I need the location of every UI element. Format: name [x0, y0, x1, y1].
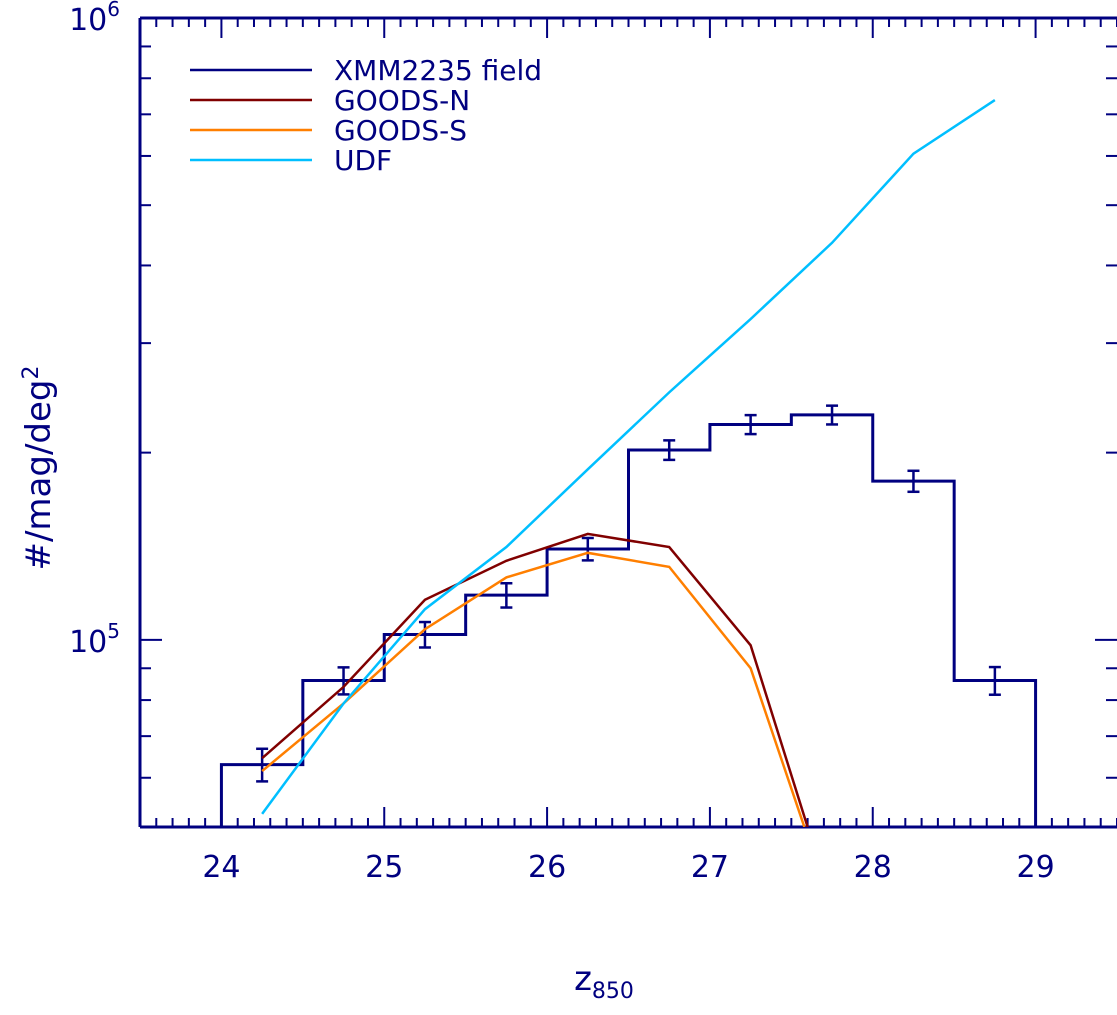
- line-goods-n: [261, 532, 809, 827]
- x-tick-label: 27: [691, 850, 729, 885]
- x-tick-label: 28: [854, 850, 892, 885]
- legend-label: UDF: [334, 144, 392, 177]
- y-tick-label: 105: [69, 619, 120, 660]
- line-udf: [261, 99, 996, 815]
- y-axis-title: #/mag/deg2: [19, 365, 59, 570]
- x-tick-label: 25: [365, 850, 403, 885]
- axes: 24 25 26 27 28 29 105 106: [69, 0, 1117, 885]
- legend-label: XMM2235 field: [334, 54, 542, 87]
- line-goods-s: [261, 551, 806, 827]
- y-tick-label: 106: [69, 0, 120, 38]
- x-tick-label: 29: [1016, 850, 1054, 885]
- x-tick-label: 24: [202, 850, 240, 885]
- x-tick-label: 26: [528, 850, 566, 885]
- series-layer: [219, 99, 1038, 827]
- x-axis-title: z850: [574, 959, 634, 1004]
- legend-label: GOODS-N: [334, 84, 470, 117]
- legend-label: GOODS-S: [334, 114, 467, 147]
